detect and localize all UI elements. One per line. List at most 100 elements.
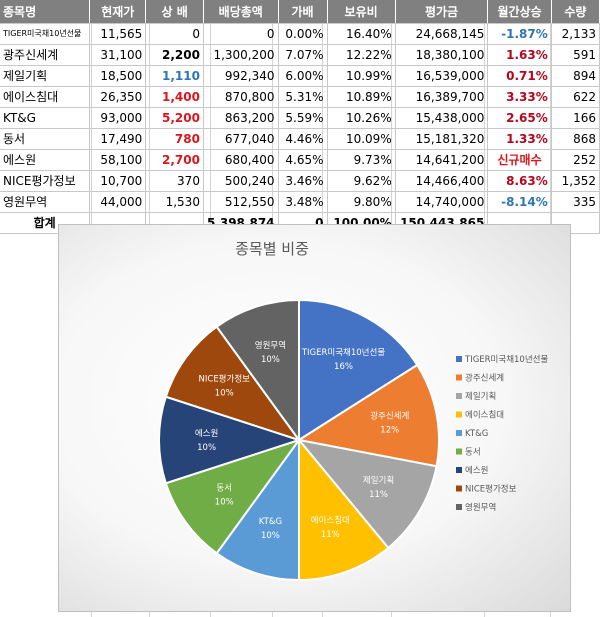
cell-qty[interactable]: 2,133 [551,23,600,45]
cell-qty[interactable]: 335 [551,191,600,213]
pie-slice[interactable] [215,298,300,444]
cell-inc[interactable]: 1,110 [145,65,204,87]
header-qty[interactable]: 수량 [551,0,600,24]
cell-name[interactable]: 영원무역 [0,191,91,213]
cell-monthly[interactable]: -8.14% [487,191,552,213]
cell-inc[interactable]: 2,700 [145,149,204,171]
cell-name[interactable]: 동서 [0,128,91,150]
cell-name[interactable]: 에스원 [0,149,91,171]
cell-price[interactable]: 17,490 [89,128,147,150]
cell-yield[interactable]: 5.31% [278,86,328,108]
cell-name[interactable]: NICE평가정보 [0,170,91,192]
cell-qty[interactable]: 894 [551,65,600,87]
header-price[interactable]: 현재가 [89,0,147,24]
cell-inc[interactable]: 780 [145,128,204,150]
cell-name[interactable]: 제일기획 [0,65,91,87]
cell-total[interactable]: 0 [203,23,279,45]
cell-yield[interactable]: 0.00% [278,23,328,45]
pie-slice[interactable] [298,437,390,582]
cell-monthly[interactable]: 1.33% [487,128,552,150]
cell-name[interactable]: 광주신세계 [0,44,91,66]
cell-qty[interactable]: 868 [551,128,600,150]
cell-total[interactable]: 863,200 [203,107,279,129]
cell-yield[interactable]: 4.46% [278,128,328,150]
cell-value[interactable]: 14,641,200 [395,149,489,171]
chart-area[interactable]: 종목별 비중 TIGER미국채10년선물 16% 광주신세계 12% 제일기획 11% 에이… [58,224,571,612]
cell-name[interactable]: KT&G [0,107,91,129]
cell-yield[interactable]: 5.59% [278,107,328,129]
cell-value[interactable]: 15,181,320 [395,128,489,150]
cell-value[interactable]: 14,466,400 [395,170,489,192]
cell-weight[interactable]: 10.09% [327,128,396,150]
pie-slice[interactable] [215,436,300,582]
cell-inc[interactable]: 1,530 [145,191,204,213]
cell-monthly[interactable]: 8.63% [487,170,552,192]
cell-weight[interactable]: 9.73% [327,149,396,171]
cell-inc[interactable]: 2,200 [145,44,204,66]
cell-weight[interactable]: 10.89% [327,86,396,108]
cell-inc[interactable]: 370 [145,170,204,192]
cell-monthly[interactable]: 0.71% [487,65,552,87]
cell-monthly[interactable]: 신규매수 [487,149,552,171]
cell-qty[interactable]: 622 [551,86,600,108]
cell-inc[interactable]: 1,400 [145,86,204,108]
cell-qty[interactable]: 591 [551,44,600,66]
cell-weight[interactable]: 10.26% [327,107,396,129]
cell-weight[interactable]: 10.99% [327,65,396,87]
cell-yield[interactable]: 3.46% [278,170,328,192]
cell-weight[interactable]: 9.62% [327,170,396,192]
cell-total[interactable]: 680,400 [203,149,279,171]
cell-price[interactable]: 31,100 [89,44,147,66]
pie-slice[interactable] [296,438,438,550]
cell-weight[interactable]: 9.80% [327,191,396,213]
cell-weight[interactable]: 16.40% [327,23,396,45]
cell-total[interactable]: 500,240 [203,170,279,192]
header-dividend-total[interactable]: 배당총액 [203,0,279,24]
cell-total[interactable]: 512,550 [203,191,279,213]
header-value[interactable]: 평가금 [395,0,489,24]
cell-yield[interactable]: 3.48% [278,191,328,213]
cell-monthly[interactable]: 1.63% [487,44,552,66]
header-weight[interactable]: 보유비 [327,0,396,24]
cell-qty[interactable]: 166 [551,107,600,129]
cell-value[interactable]: 18,380,100 [395,44,489,66]
cell-value[interactable]: 15,438,000 [395,107,489,129]
header-yield[interactable]: 가배 [278,0,328,24]
cell-yield[interactable]: 7.07% [278,44,328,66]
cell-weight[interactable]: 12.22% [327,44,396,66]
pie-slice[interactable] [164,438,302,555]
cell-qty[interactable]: 1,352 [551,170,600,192]
pie-slice[interactable] [296,363,440,468]
cell-price[interactable]: 58,100 [89,149,147,171]
cell-price[interactable]: 93,000 [89,107,147,129]
cell-value[interactable]: 14,740,000 [395,191,489,213]
cell-qty[interactable]: 252 [551,149,600,171]
header-monthly[interactable]: 월간상승 [487,0,552,24]
cell-yield[interactable]: 4.65% [278,149,328,171]
cell-price[interactable]: 18,500 [89,65,147,87]
cell-yield[interactable]: 6.00% [278,65,328,87]
pie-slice[interactable] [164,325,302,442]
header-dividend-increase[interactable]: 상 배 [145,0,204,24]
cell-price[interactable]: 26,350 [89,86,147,108]
cell-value[interactable]: 16,539,000 [395,65,489,87]
cell-value[interactable]: 16,389,700 [395,86,489,108]
cell-monthly[interactable]: -1.87% [487,23,552,45]
pie-slice[interactable] [158,395,303,485]
cell-inc[interactable]: 0 [145,23,204,45]
cell-name[interactable]: TIGER미국채10년선물 [0,23,91,45]
cell-total[interactable]: 1,300,200 [203,44,279,66]
cell-monthly[interactable]: 2.65% [487,107,552,129]
cell-value[interactable]: 24,668,145 [395,23,489,45]
cell-price[interactable]: 44,000 [89,191,147,213]
pie-slice[interactable] [298,298,419,442]
cell-total[interactable]: 870,800 [203,86,279,108]
cell-name[interactable]: 에이스침대 [0,86,91,108]
cell-price[interactable]: 11,565 [89,23,147,45]
cell-price[interactable]: 10,700 [89,170,147,192]
cell-monthly[interactable]: 3.33% [487,86,552,108]
cell-inc[interactable]: 5,200 [145,107,204,129]
cell-total[interactable]: 992,340 [203,65,279,87]
header-name[interactable]: 종목명 [0,0,91,24]
cell-total[interactable]: 677,040 [203,128,279,150]
